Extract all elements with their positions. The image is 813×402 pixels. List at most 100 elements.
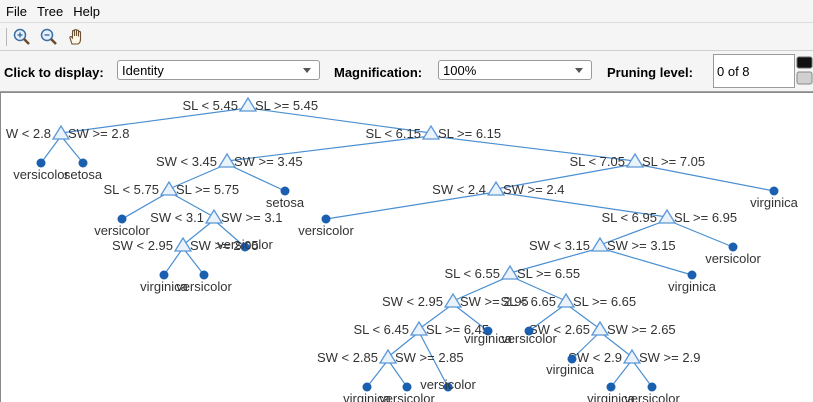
menu-file[interactable]: File — [6, 3, 27, 19]
pruning-level-field[interactable]: 0 of 8 — [713, 54, 795, 88]
split-node[interactable]: SW < 2.85 SW >= 2.85 — [317, 348, 464, 365]
leaf-class-label: versicolor — [379, 391, 435, 402]
leaf-node[interactable]: versicolor — [94, 214, 150, 239]
leaf-dot[interactable] — [78, 158, 88, 168]
split-triangle-icon[interactable] — [657, 208, 677, 224]
tree-edge — [247, 107, 432, 134]
split-triangle-icon[interactable] — [378, 348, 398, 364]
leaf-dot[interactable] — [567, 354, 577, 364]
split-node[interactable]: SW < 3.1 SW >= 3.1 — [150, 208, 282, 225]
split-node[interactable]: SL < 6.55 SL >= 6.55 — [444, 264, 580, 281]
leaf-dot[interactable] — [402, 382, 412, 392]
leaf-node[interactable]: versicolor — [13, 158, 69, 183]
leaf-node[interactable]: versicolor — [217, 237, 273, 252]
menu-help[interactable]: Help — [73, 3, 100, 19]
split-node[interactable]: SL < 7.05 SL >= 7.05 — [569, 152, 705, 169]
split-triangle-icon[interactable] — [238, 96, 258, 112]
split-node[interactable]: SL < 5.45 SL >= 5.45 — [182, 96, 318, 113]
leaf-node[interactable]: virginica — [140, 270, 189, 295]
split-triangle-icon[interactable] — [625, 152, 645, 168]
leaf-dot[interactable] — [728, 242, 738, 252]
split-node[interactable]: SW < 2.4 SW >= 2.4 — [432, 180, 564, 197]
leaf-node[interactable]: versicolor — [176, 270, 232, 295]
leaf-node[interactable]: versicolor — [624, 382, 680, 402]
leaf-node[interactable]: virginica — [464, 326, 513, 347]
leaf-node[interactable]: versicolor — [298, 214, 354, 239]
split-triangle-icon[interactable] — [173, 236, 193, 252]
leaf-dot[interactable] — [443, 382, 453, 392]
magnification-select[interactable]: 100% — [438, 60, 592, 80]
tree-edge — [599, 219, 668, 246]
split-node[interactable]: SL < 6.15 SL >= 6.15 — [365, 124, 501, 141]
split-node[interactable]: SW < 2.95 SW >= 2.95 — [382, 292, 529, 309]
leaf-dot[interactable] — [199, 270, 209, 280]
split-node[interactable]: SL < 5.75 SL >= 5.75 — [103, 180, 239, 197]
split-triangle-icon[interactable] — [51, 124, 71, 140]
pan-hand-icon — [69, 28, 82, 45]
display-select[interactable]: Identity — [117, 60, 320, 80]
split-triangle-icon[interactable] — [204, 208, 224, 224]
split-triangle-icon[interactable] — [421, 124, 441, 140]
split-triangle-icon[interactable] — [590, 320, 610, 336]
leaf-dot[interactable] — [606, 382, 616, 392]
split-triangle-icon[interactable] — [159, 180, 179, 196]
split-rule-left: SL < 6.95 — [601, 210, 657, 225]
split-triangle-icon[interactable] — [217, 152, 237, 168]
split-node[interactable]: SW < 2.65 SW >= 2.65 — [529, 320, 676, 337]
chevron-down-icon — [575, 68, 583, 73]
split-triangle-icon[interactable] — [500, 264, 520, 280]
menu-tree[interactable]: Tree — [36, 3, 64, 19]
leaf-node[interactable]: virginica — [750, 186, 799, 211]
pan-button[interactable] — [65, 26, 87, 48]
split-triangle-icon[interactable] — [443, 292, 463, 308]
split-node[interactable]: SL < 6.45 SL >= 6.45 — [353, 320, 489, 337]
tree-edge — [509, 247, 601, 274]
leaf-dot[interactable] — [647, 382, 657, 392]
tree-edge — [631, 359, 653, 388]
tree-canvas[interactable]: SL < 5.45 SL >= 5.45 W < 2.8 SW >= 2.8 SL < … — [0, 92, 813, 402]
split-node[interactable]: SW < 2.95 SW >= 2.95 — [112, 236, 259, 253]
leaf-node[interactable]: versicolor — [420, 377, 476, 392]
leaf-dot[interactable] — [280, 186, 290, 196]
leaf-dot[interactable] — [36, 158, 46, 168]
split-triangle-icon[interactable] — [556, 292, 576, 308]
split-triangle-icon[interactable] — [622, 348, 642, 364]
pruning-level-value: 0 of 8 — [717, 64, 750, 79]
leaf-node[interactable]: virginica — [587, 382, 636, 402]
split-rule-right: SW >= 2.65 — [607, 322, 676, 337]
leaf-node[interactable]: virginica — [343, 382, 392, 402]
leaf-node[interactable]: versicolor — [705, 242, 761, 267]
leaf-node[interactable]: setosa — [64, 158, 103, 183]
display-label: Click to display: — [4, 65, 104, 80]
tree-edge — [60, 107, 249, 134]
leaf-dot[interactable] — [159, 270, 169, 280]
leaf-dot[interactable] — [483, 326, 493, 336]
leaf-dot[interactable] — [687, 270, 697, 280]
split-node[interactable]: SL < 6.65 SL >= 6.65 — [500, 292, 636, 309]
leaf-dot[interactable] — [524, 326, 534, 336]
leaf-dot[interactable] — [117, 214, 127, 224]
leaf-node[interactable]: versicolor — [379, 382, 435, 402]
leaf-dot[interactable] — [240, 242, 250, 252]
leaf-class-label: versicolor — [176, 279, 232, 294]
leaf-dot[interactable] — [769, 186, 779, 196]
pruning-stepper[interactable] — [796, 54, 813, 88]
zoom-in-button[interactable] — [11, 26, 33, 48]
leaf-node[interactable]: virginica — [546, 354, 595, 378]
tree-edge — [121, 191, 170, 220]
split-triangle-icon[interactable] — [409, 320, 429, 336]
split-node[interactable]: SW < 2.9 SW >= 2.9 — [568, 348, 700, 365]
leaf-node[interactable]: virginica — [668, 270, 717, 295]
split-node[interactable]: W < 2.8 SW >= 2.8 — [6, 124, 130, 141]
split-node[interactable]: SL < 6.95 SL >= 6.95 — [601, 208, 737, 225]
leaf-node[interactable]: setosa — [266, 186, 305, 211]
split-triangle-icon[interactable] — [590, 236, 610, 252]
leaf-dot[interactable] — [362, 382, 372, 392]
leaf-dot[interactable] — [321, 214, 331, 224]
split-node[interactable]: SW < 3.45 SW >= 3.45 — [156, 152, 303, 169]
display-select-value: Identity — [122, 63, 164, 78]
split-node[interactable]: SW < 3.15 SW >= 3.15 — [529, 236, 676, 253]
leaf-node[interactable]: versicolor — [501, 326, 557, 347]
split-triangle-icon[interactable] — [486, 180, 506, 196]
zoom-out-button[interactable] — [38, 26, 60, 48]
